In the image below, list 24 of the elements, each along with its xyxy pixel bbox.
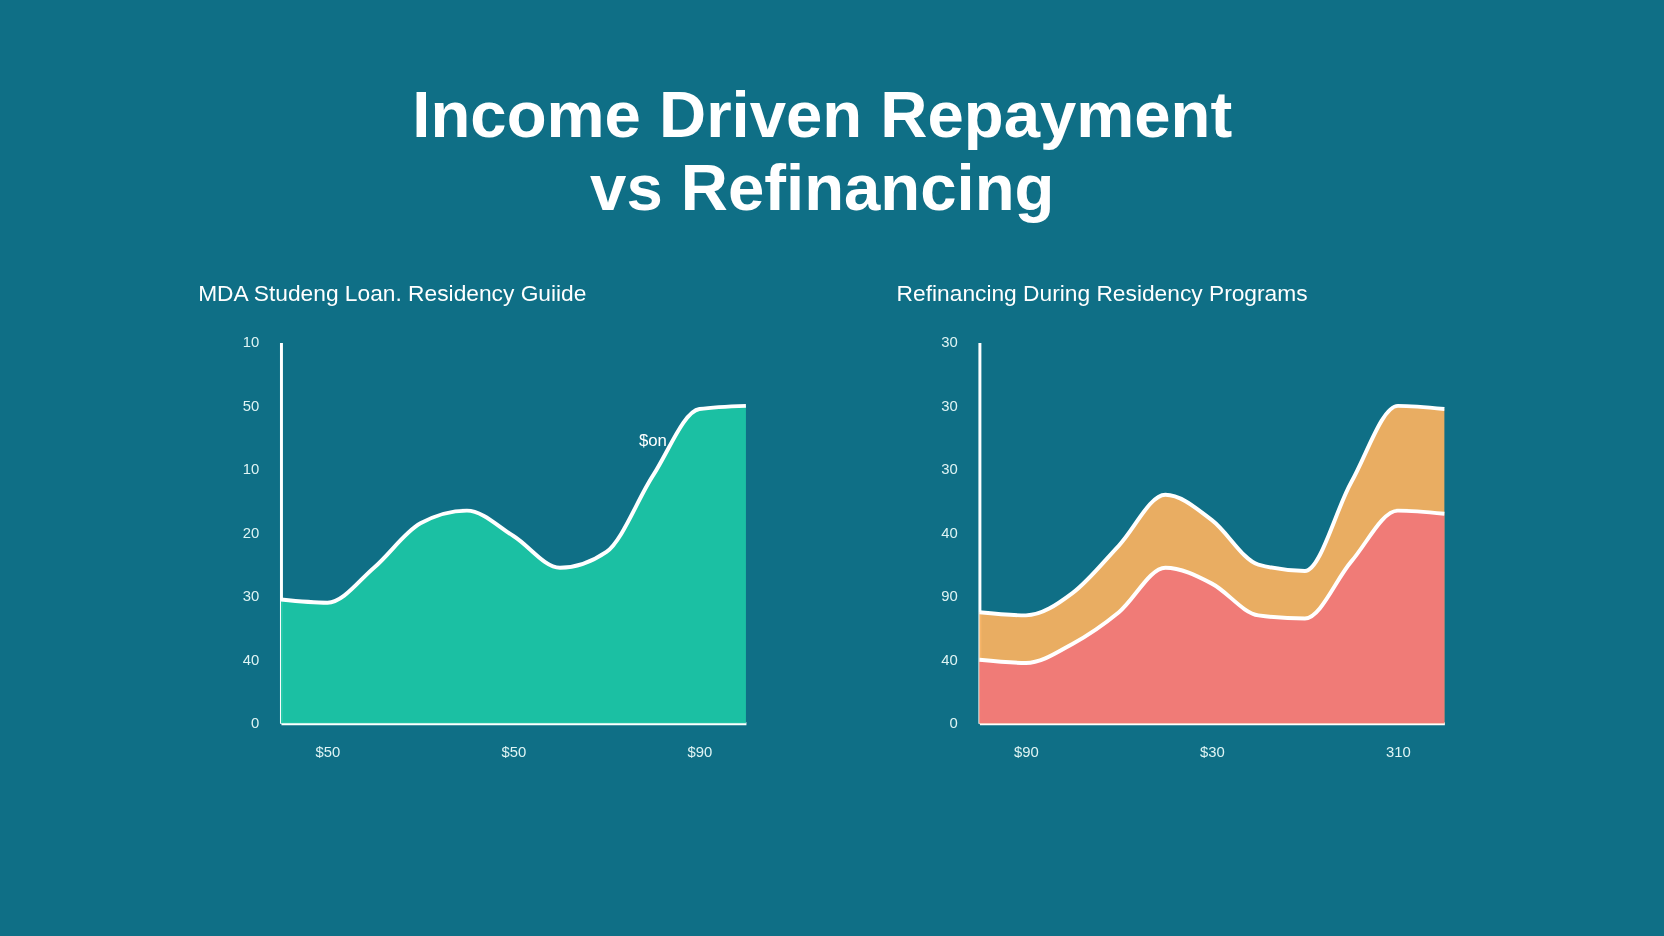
annotation: $on [638,431,667,451]
x-tick-label: $30 [1200,744,1225,761]
text: 40 [941,651,958,668]
chart-title: Income Driven Repayment vs Refinancing [412,77,1233,224]
chart-subtitle: Refinancing During Residency Programs [896,279,1308,306]
text: 10 [242,461,260,478]
x-tick-label: 310 [1386,744,1411,761]
chart-subtitle: MDA Studeng Loan. Residency Guiide [198,279,587,306]
x-tick-label: $90 [687,744,713,761]
text: 50 [242,397,260,414]
text: 40 [242,651,260,668]
text: 30 [242,588,260,605]
text: 90 [941,588,958,605]
text: 30 [941,397,958,414]
x-tick-label: $50 [315,744,341,761]
text: 30 [941,461,958,478]
text: 30 [941,334,958,351]
text: 0 [949,715,958,732]
x-tick-label: $90 [1014,744,1039,761]
text: 40 [941,524,958,541]
text: 10 [242,334,260,351]
text: 20 [242,524,260,541]
x-tick-label: $50 [501,744,527,761]
text: 0 [250,715,260,732]
